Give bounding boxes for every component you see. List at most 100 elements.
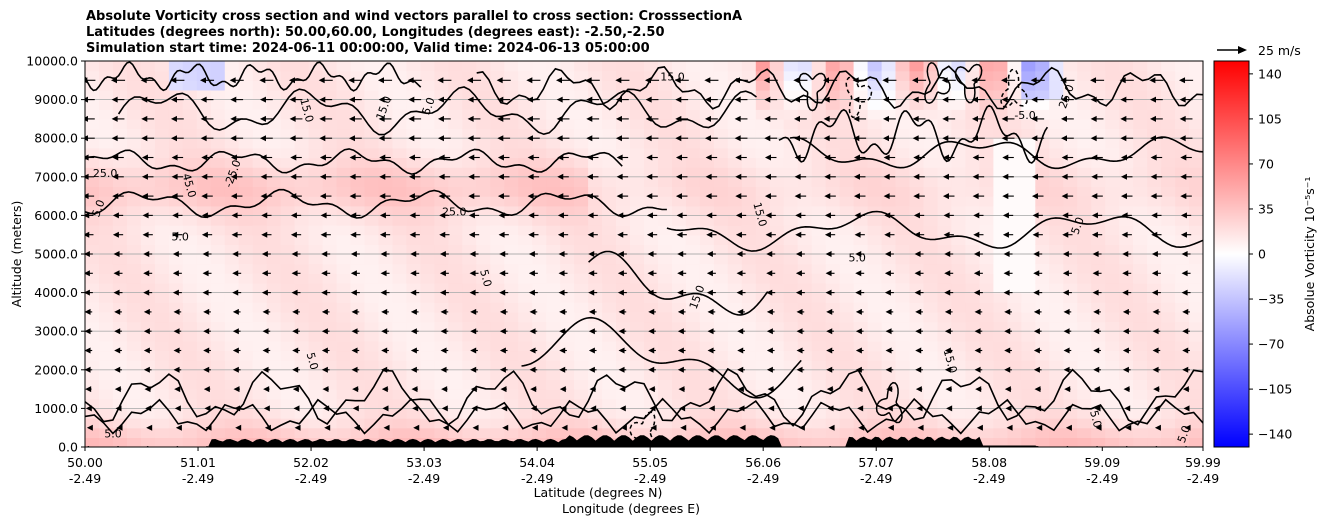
vorticity-cell (546, 244, 561, 255)
vorticity-cell (769, 196, 785, 207)
vorticity-cell (532, 273, 547, 284)
vorticity-cell (336, 360, 352, 371)
vorticity-cell (294, 89, 310, 101)
vorticity-cell (196, 196, 212, 207)
vorticity-cell (224, 225, 240, 236)
wind-vector-head (586, 115, 593, 122)
vorticity-cell (909, 244, 925, 255)
vorticity-cell (280, 254, 296, 265)
vorticity-cell (85, 99, 100, 110)
vorticity-cell (476, 350, 491, 361)
vorticity-cell (1175, 99, 1190, 110)
vorticity-cell (280, 389, 296, 400)
vorticity-cell (364, 196, 380, 207)
vorticity-cell (895, 157, 911, 168)
vorticity-cell (797, 340, 813, 352)
vorticity-cell (588, 196, 603, 207)
vorticity-cell (1119, 215, 1134, 226)
vorticity-cell (588, 176, 603, 187)
vorticity-cell (658, 176, 673, 187)
x-tick-label-lon: -2.49 (860, 471, 892, 486)
vorticity-cell (811, 273, 827, 284)
vorticity-cell (741, 311, 757, 323)
vorticity-cell (1007, 379, 1022, 390)
vorticity-cell (881, 196, 897, 207)
vorticity-cell (448, 244, 463, 255)
wind-vector-head (411, 386, 418, 393)
vorticity-cell (644, 244, 659, 255)
vorticity-cell (1063, 80, 1078, 91)
wind-vector-head (438, 154, 445, 161)
vorticity-cell (224, 61, 240, 72)
wind-vector-head (85, 405, 92, 412)
vorticity-cell (238, 360, 254, 371)
vorticity-cell (238, 254, 254, 265)
vorticity-cell (350, 340, 366, 352)
vorticity-cell (1035, 147, 1050, 159)
wind-vector-head (1031, 96, 1038, 103)
wind-vector-head (383, 424, 390, 431)
vorticity-cell (783, 331, 799, 342)
wind-vector-head (85, 251, 90, 257)
vorticity-cell (560, 138, 575, 149)
vorticity-cell (979, 311, 994, 323)
vorticity-cell (1189, 321, 1203, 332)
vorticity-cell (1147, 109, 1162, 120)
vorticity-cell (853, 292, 869, 303)
vorticity-cell (1175, 147, 1190, 159)
vorticity-cell (126, 254, 142, 265)
vorticity-cell (168, 292, 184, 303)
vorticity-cell (294, 427, 310, 438)
vorticity-cell (1161, 157, 1176, 168)
wind-vector-head (1122, 251, 1129, 257)
vorticity-cell (504, 244, 519, 255)
vorticity-cell (588, 398, 603, 409)
vorticity-cell (630, 360, 645, 371)
vorticity-cell (406, 408, 421, 419)
vorticity-cell (196, 418, 212, 429)
vorticity-cell (266, 157, 282, 168)
wind-vector-head (1002, 154, 1009, 161)
wind-vector-head (1149, 77, 1156, 84)
vorticity-cell (154, 109, 170, 120)
vorticity-cell (1147, 292, 1162, 303)
wind-vector-head (618, 308, 625, 315)
wind-vector-head (85, 289, 90, 296)
vorticity-cell (755, 118, 771, 130)
vorticity-cell (937, 331, 953, 342)
vorticity-cell (1161, 350, 1176, 361)
wind-vector-head (620, 424, 627, 431)
vorticity-cell (168, 109, 184, 120)
wind-vector-head (585, 77, 592, 84)
wind-vector-head (232, 328, 239, 335)
vorticity-cell (280, 128, 296, 139)
vorticity-cell (965, 109, 980, 120)
x-tick-label-lon: -2.49 (521, 471, 553, 486)
vorticity-cell (713, 99, 729, 110)
vorticity-cell (1091, 408, 1106, 419)
vorticity-cell (490, 167, 505, 178)
vorticity-cell (182, 225, 198, 236)
wind-vector-head (1151, 270, 1158, 277)
vorticity-cell (965, 70, 980, 81)
vorticity-cell (532, 427, 547, 438)
vorticity-cell (685, 167, 701, 178)
vorticity-cell (881, 205, 897, 217)
vorticity-cell (685, 70, 701, 81)
wind-vector-head (1125, 424, 1132, 431)
vorticity-cell (825, 418, 841, 429)
vorticity-cell (574, 292, 589, 303)
wind-vector-head (497, 154, 504, 161)
vorticity-cell (574, 157, 589, 168)
vorticity-cell (644, 215, 659, 226)
vorticity-cell (1119, 321, 1134, 332)
vorticity-cell (504, 398, 519, 409)
vorticity-cell (783, 109, 799, 120)
vorticity-cell (560, 254, 575, 265)
vorticity-cell (658, 321, 673, 332)
vorticity-cell (1161, 408, 1176, 419)
vorticity-cell (644, 369, 659, 380)
vorticity-cell (350, 99, 366, 110)
vorticity-cell (839, 61, 855, 72)
vorticity-cell (434, 369, 449, 380)
